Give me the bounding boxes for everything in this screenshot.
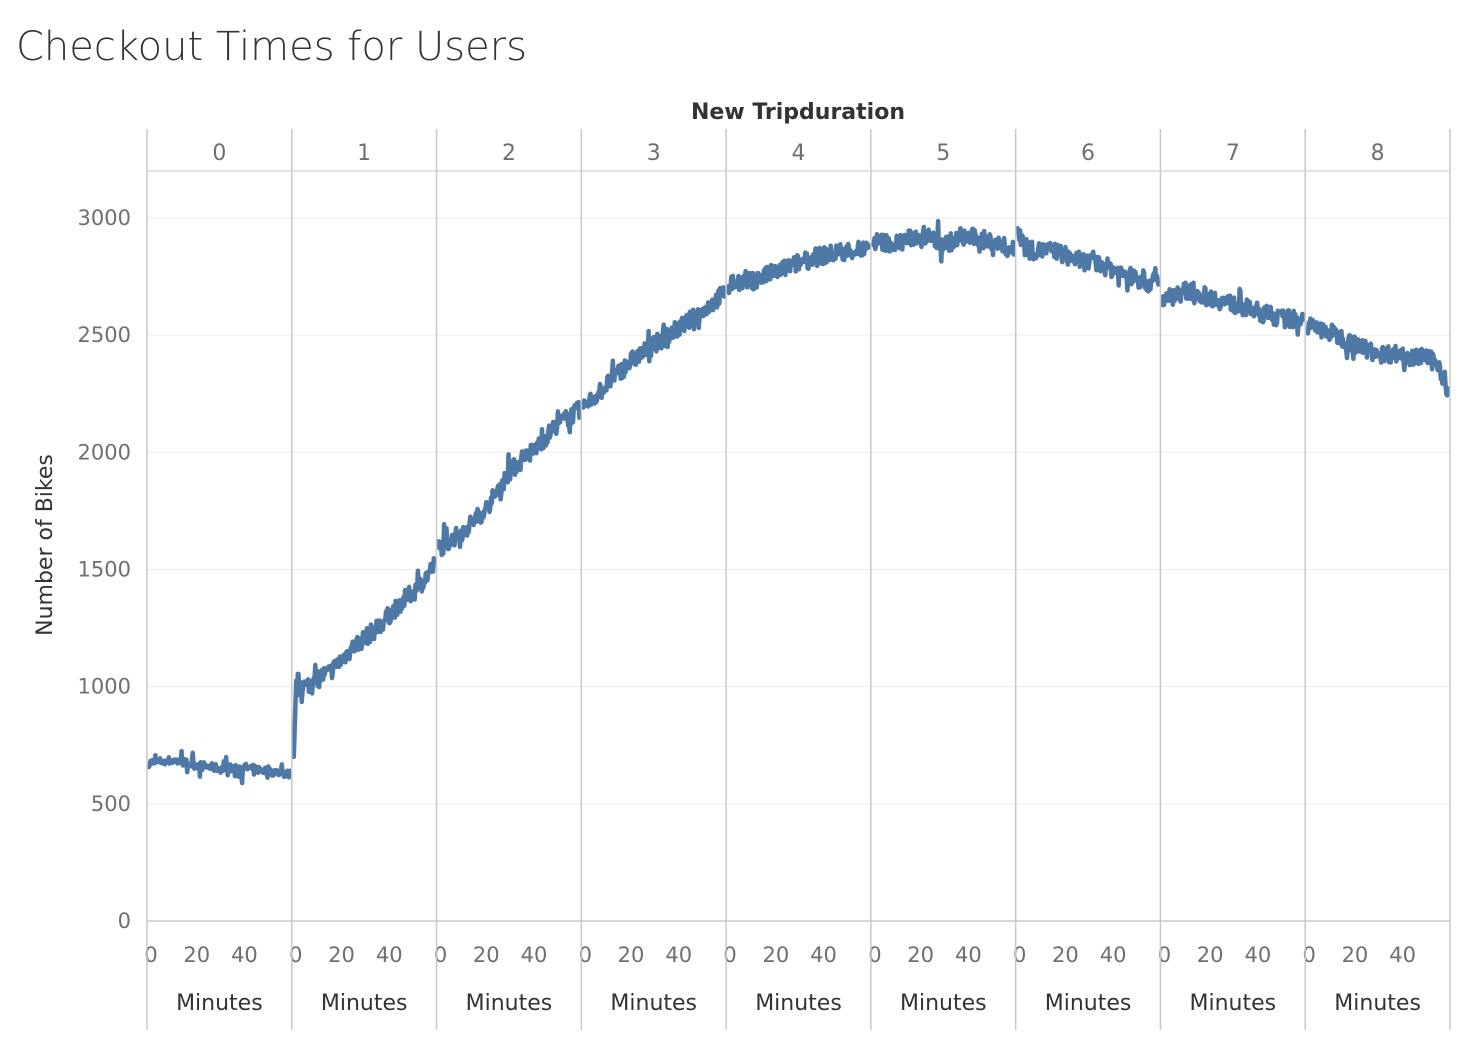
series-line [725,239,872,296]
series-line [436,399,582,558]
x-tick-label: 40 [955,943,982,967]
x-axis-label: Minutes [610,991,697,1016]
y-axis-ticks: 0 500 1000 1500 2000 2500 3000 [78,206,131,933]
x-tick-label: 20 [1342,943,1369,967]
x-tick-label: 20 [1052,943,1079,967]
panel-header-label: 2 [502,141,516,166]
panel-frame [146,129,1451,1030]
x-axis-label: Minutes [755,991,842,1016]
series-line [870,218,1016,264]
chart-title: Checkout Times for Users [16,24,527,70]
panel-header-label: 0 [212,141,226,166]
y-axis-label: Number of Bikes [33,454,58,636]
x-tick-label: 40 [1245,943,1272,967]
panel-header-label: 5 [936,141,950,166]
y-tick-label: 2000 [78,440,131,464]
x-axis-label: Minutes [176,991,263,1016]
y-tick-label: 3000 [78,206,131,230]
x-axis-label: Minutes [1190,991,1277,1016]
x-tick-label: 20 [183,943,210,967]
panel-header-label: 1 [357,141,371,166]
series-line [291,556,437,760]
y-tick-label: 1000 [78,675,131,699]
x-axis-label: Minutes [900,991,987,1016]
gridlines [147,217,1450,805]
y-tick-label: 1500 [78,557,131,581]
series-line [1015,225,1161,294]
panel-header-label: 6 [1081,141,1095,166]
column-header: New Tripduration [691,100,905,125]
x-axis-label: Minutes [1334,991,1421,1016]
series-line [1304,316,1451,398]
x-axis-label: Minutes [1045,991,1132,1016]
panel-header-label: 3 [647,141,661,166]
x-axis-label: Minutes [466,991,553,1016]
panel-header-label: 4 [792,141,806,166]
x-tick-label: 20 [473,943,500,967]
x-tick-label: 20 [762,943,789,967]
x-tick-label: 40 [810,943,837,967]
x-tick-label: 40 [1100,943,1127,967]
x-axis-label: Minutes [321,991,408,1016]
x-tick-label: 20 [618,943,645,967]
y-tick-label: 500 [91,792,131,816]
series-line [581,285,727,410]
series-line [146,748,293,786]
y-tick-label: 0 [118,909,131,933]
x-tick-label: 40 [231,943,258,967]
x-tick-label: 20 [1197,943,1224,967]
x-tick-label: 40 [521,943,548,967]
x-tick-label: 40 [665,943,692,967]
x-tick-label: 40 [376,943,403,967]
panel-header-label: 7 [1226,141,1240,166]
x-tick-label: 20 [328,943,355,967]
x-tick-label: 20 [907,943,934,967]
series-line [1160,280,1306,337]
panel-header-label: 8 [1371,141,1385,166]
y-tick-label: 2500 [78,323,131,347]
x-tick-label: 40 [1389,943,1416,967]
